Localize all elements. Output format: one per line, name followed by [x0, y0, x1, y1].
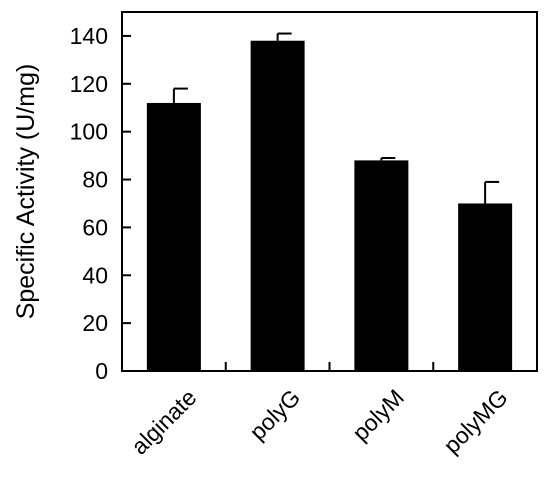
y-axis-ticks: 0 20 40 60 80 100 120 140	[70, 23, 131, 384]
bar-alginate	[146, 102, 201, 372]
x-tick-label-polyM: polyM	[347, 384, 409, 446]
y-tick-label: 60	[82, 214, 108, 240]
y-tick-label: 80	[82, 167, 108, 193]
x-tick-label-alginate: alginate	[126, 384, 201, 459]
error-bars-group	[172, 32, 500, 204]
bar-polyMG	[458, 203, 513, 371]
y-tick-label: 140	[70, 23, 108, 49]
y-tick-label: 40	[82, 262, 108, 288]
y-tick-label: 20	[82, 310, 108, 336]
plot-frame	[121, 11, 538, 372]
bar-polyM	[354, 160, 409, 371]
y-tick-label: 100	[70, 119, 108, 145]
bars-group	[146, 40, 513, 372]
x-tick-label-polyG: polyG	[244, 384, 305, 445]
y-axis-label: Specific Activity (U/mg)	[12, 64, 40, 320]
x-axis-ticks: alginate polyG polyM polyMG	[126, 362, 513, 460]
bar-polyG	[250, 40, 305, 371]
x-tick-label-polyMG: polyMG	[438, 384, 512, 458]
y-tick-label: 0	[95, 358, 108, 384]
y-tick-label: 120	[70, 71, 108, 97]
